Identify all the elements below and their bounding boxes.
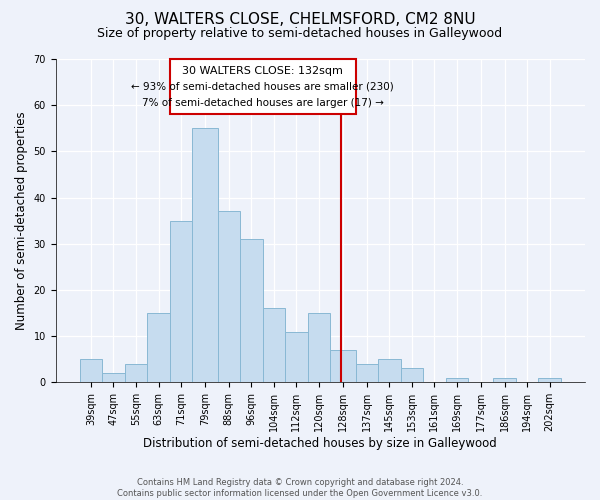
Bar [240,239,263,382]
Text: Contains HM Land Registry data © Crown copyright and database right 2024.
Contai: Contains HM Land Registry data © Crown c… [118,478,482,498]
Y-axis label: Number of semi-detached properties: Number of semi-detached properties [15,112,28,330]
Text: Size of property relative to semi-detached houses in Galleywood: Size of property relative to semi-detach… [97,28,503,40]
Bar [170,220,192,382]
Bar [102,373,125,382]
Bar [170,59,356,114]
Bar [378,360,401,382]
Bar [192,128,218,382]
X-axis label: Distribution of semi-detached houses by size in Galleywood: Distribution of semi-detached houses by … [143,437,497,450]
Bar [356,364,378,382]
Text: 30 WALTERS CLOSE: 132sqm: 30 WALTERS CLOSE: 132sqm [182,66,343,76]
Bar [263,308,285,382]
Text: 30, WALTERS CLOSE, CHELMSFORD, CM2 8NU: 30, WALTERS CLOSE, CHELMSFORD, CM2 8NU [125,12,475,28]
Bar [308,313,330,382]
Bar [493,378,516,382]
Text: ← 93% of semi-detached houses are smaller (230): ← 93% of semi-detached houses are smalle… [131,82,394,92]
Bar [147,313,170,382]
Text: 7% of semi-detached houses are larger (17) →: 7% of semi-detached houses are larger (1… [142,98,383,108]
Bar [446,378,468,382]
Bar [330,350,356,382]
Bar [538,378,561,382]
Bar [125,364,147,382]
Bar [285,332,308,382]
Bar [218,212,240,382]
Bar [401,368,423,382]
Bar [80,360,102,382]
